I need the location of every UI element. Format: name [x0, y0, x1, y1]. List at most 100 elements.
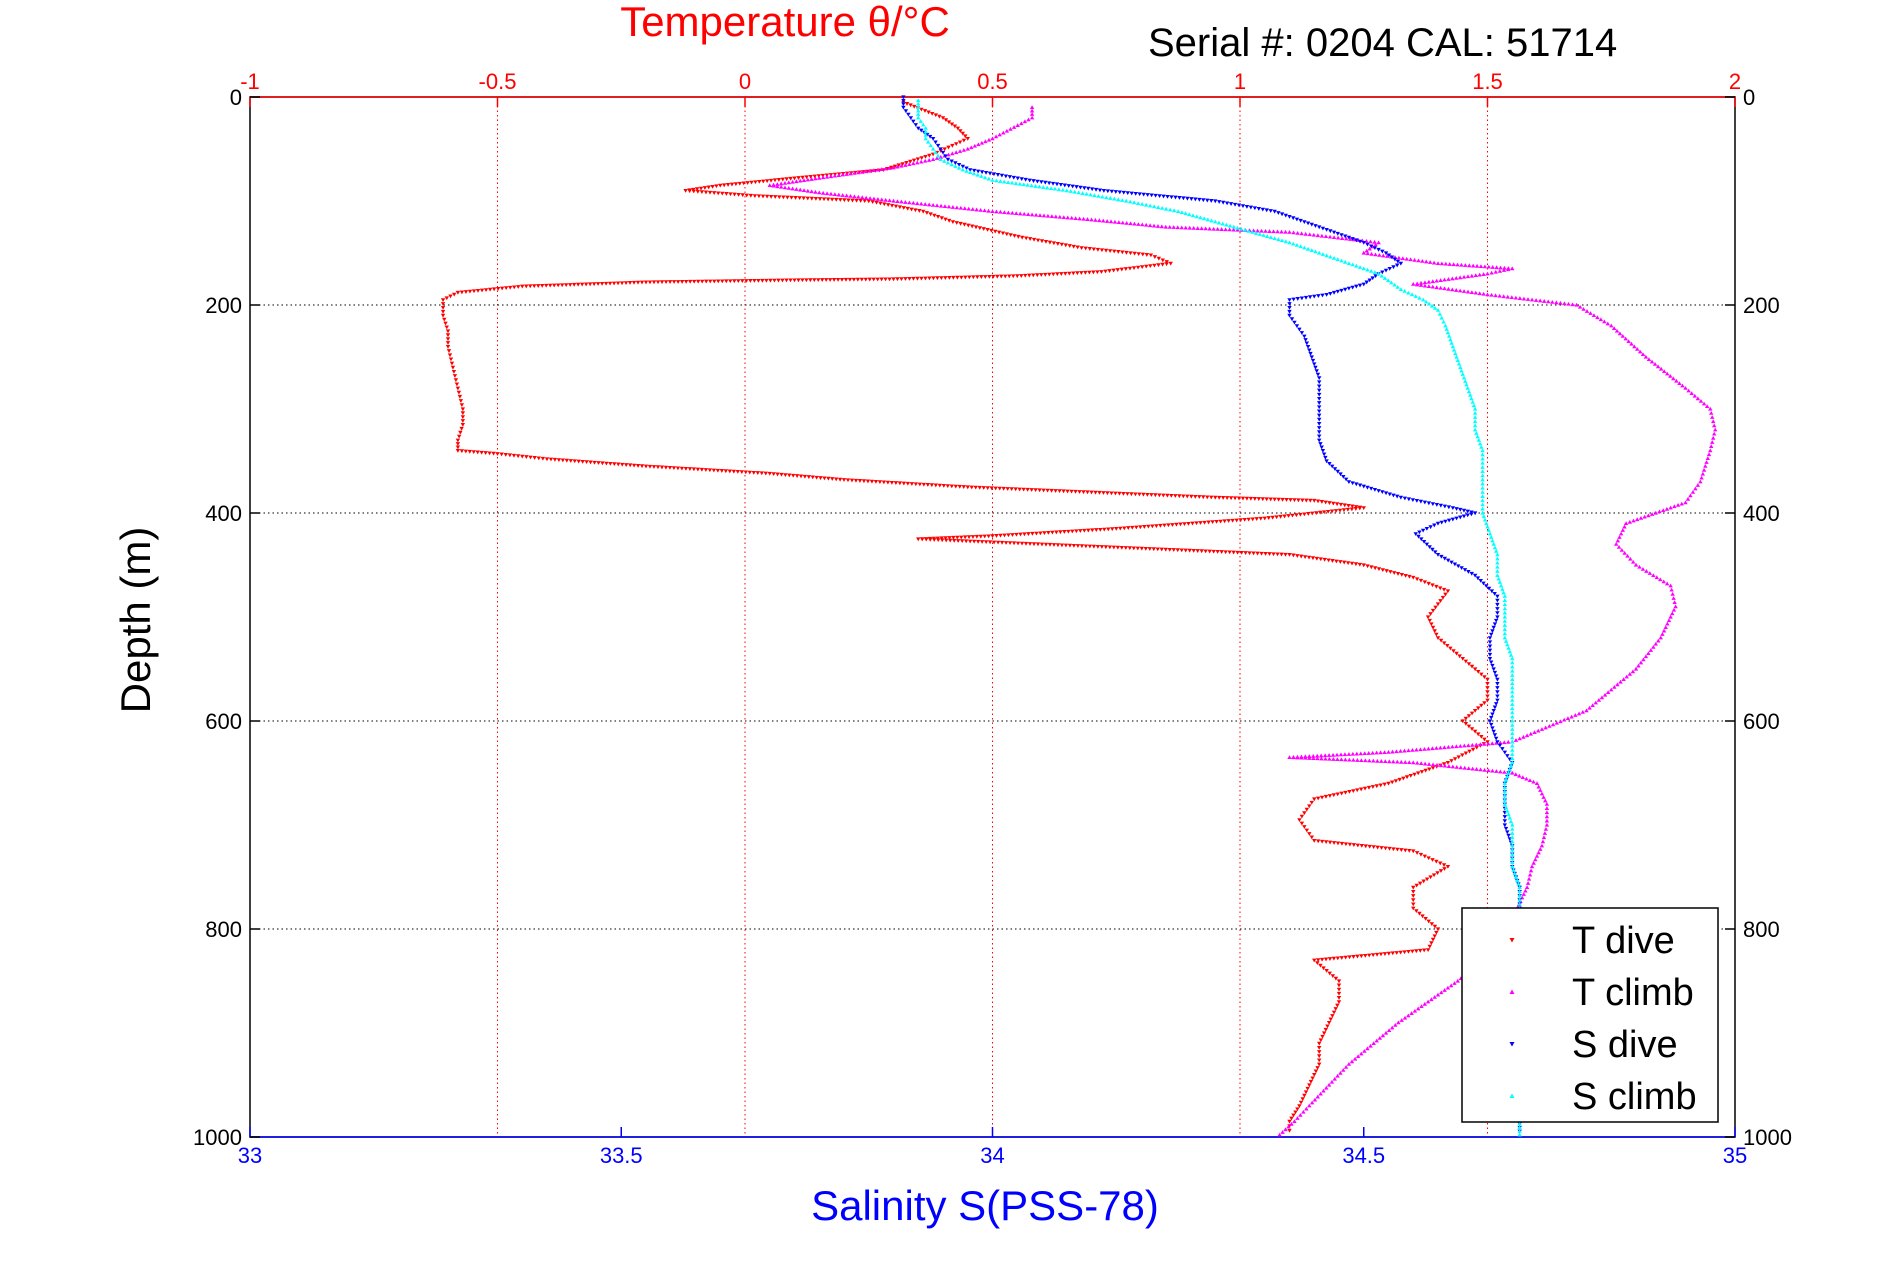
data-point [1622, 550, 1627, 555]
data-point [1311, 753, 1316, 758]
data-point [1123, 198, 1129, 203]
data-point [1142, 525, 1147, 529]
data-point [1562, 301, 1567, 306]
data-point [1303, 295, 1309, 300]
data-point [925, 139, 931, 144]
data-point [1331, 501, 1336, 506]
data-point [1315, 756, 1320, 761]
data-point [993, 229, 998, 234]
data-point [1307, 1083, 1312, 1088]
data-point [721, 183, 727, 188]
salinity-axis-label: Salinity S(PSS-78) [811, 1182, 1159, 1229]
data-point [1451, 262, 1456, 267]
data-point [1485, 694, 1490, 699]
data-point [1025, 487, 1030, 492]
data-point [1000, 231, 1006, 236]
data-point [950, 220, 956, 224]
data-point [740, 193, 745, 198]
data-point [856, 194, 861, 199]
data-point [808, 278, 813, 283]
data-point [460, 423, 466, 427]
data-point [635, 464, 641, 468]
data-point [943, 536, 948, 541]
data-point [1335, 956, 1341, 961]
data-point [588, 460, 593, 465]
data-point [919, 201, 924, 206]
data-point [716, 191, 721, 196]
data-point [1048, 186, 1054, 191]
data-point [772, 278, 777, 283]
data-point [1495, 560, 1500, 565]
data-point [1670, 611, 1675, 616]
data-point [1106, 527, 1111, 532]
data-point [1478, 579, 1483, 583]
data-point [835, 277, 841, 282]
data-point [647, 280, 653, 285]
data-point [1041, 488, 1046, 493]
data-point [560, 458, 566, 463]
data-point [1117, 190, 1122, 195]
data-point [1658, 366, 1664, 371]
data-point [1408, 774, 1413, 778]
data-point [1047, 272, 1052, 277]
data-point [1472, 729, 1478, 734]
data-point [1476, 670, 1481, 674]
data-point [511, 453, 517, 458]
data-point [1368, 486, 1374, 491]
data-point [1418, 283, 1424, 287]
data-point [1095, 544, 1101, 549]
data-point [865, 479, 871, 484]
data-point [1307, 295, 1313, 300]
data-point [1339, 236, 1345, 240]
data-point [1450, 517, 1456, 522]
data-point [767, 471, 772, 476]
data-point [1143, 546, 1148, 551]
data-point [1680, 383, 1685, 388]
data-point [857, 479, 863, 483]
data-point [1393, 779, 1399, 783]
data-point [1318, 753, 1324, 758]
data-point [1322, 753, 1328, 758]
data-point [1041, 213, 1047, 218]
data-point [913, 208, 918, 213]
data-point [820, 190, 826, 195]
data-point [883, 277, 888, 282]
data-point [1367, 758, 1372, 763]
data-point [810, 475, 815, 480]
data-point [1223, 227, 1228, 232]
data-point [1063, 243, 1068, 248]
data-point [1150, 524, 1155, 529]
data-point [1498, 583, 1504, 588]
data-point [683, 279, 689, 284]
data-point [1448, 337, 1453, 342]
data-point [1315, 372, 1321, 377]
data-point [1141, 492, 1146, 497]
data-point [784, 177, 789, 182]
data-point [891, 198, 896, 203]
data-point [1029, 488, 1034, 492]
data-point [1317, 1045, 1322, 1050]
data-point [1513, 738, 1519, 742]
data-point [1498, 769, 1503, 774]
data-point [749, 180, 754, 185]
data-point [1428, 525, 1433, 530]
data-point [1008, 126, 1013, 131]
data-point [916, 537, 921, 542]
data-point [579, 282, 585, 287]
data-point [1145, 492, 1150, 497]
data-point [1354, 238, 1359, 243]
depth-tick-label-right: 400 [1743, 501, 1780, 526]
data-point [1287, 230, 1292, 234]
data-point [1431, 873, 1437, 878]
data-point [764, 179, 770, 184]
data-point [1503, 777, 1509, 782]
data-point [1023, 541, 1029, 546]
data-point [1712, 423, 1717, 428]
data-point [998, 209, 1003, 214]
data-point [1513, 295, 1519, 300]
data-point [816, 174, 821, 179]
data-point [1324, 253, 1329, 258]
data-point [1377, 252, 1382, 257]
data-point [1510, 843, 1515, 848]
data-point [1023, 177, 1028, 182]
